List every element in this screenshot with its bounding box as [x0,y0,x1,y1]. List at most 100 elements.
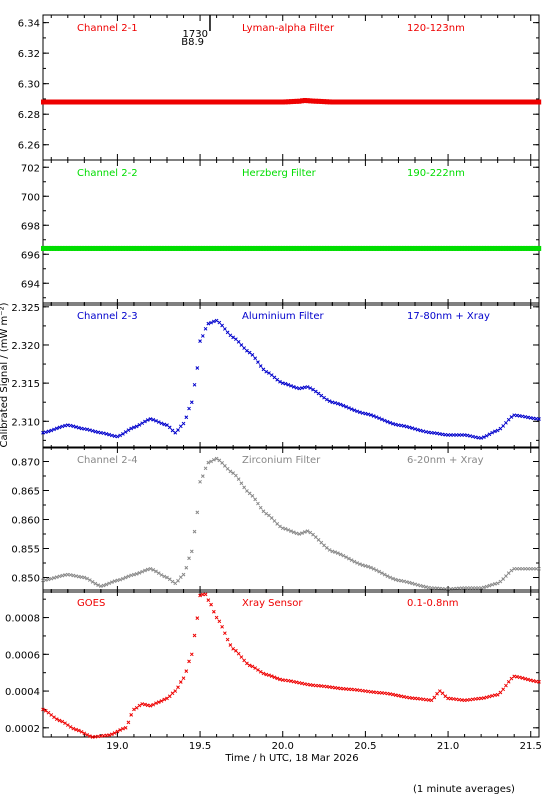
data-point [385,419,390,424]
data-point [517,413,522,418]
data-point [112,579,117,583]
data-point [509,415,514,419]
data-point [410,581,415,586]
data-point [501,424,506,428]
data-point [537,245,542,251]
data-point [165,575,169,580]
data-point [366,564,371,569]
data-point [65,723,70,727]
data-point [162,574,167,579]
data-point [385,691,390,696]
data-point [322,395,326,400]
x-axis-label: Time / h UTC, 18 Mar 2026 [224,753,358,764]
data-point [479,586,483,590]
data-point [217,458,222,463]
data-point [493,582,497,586]
data-point [154,569,158,574]
data-point [338,402,343,407]
data-point [49,428,54,433]
data-point [300,386,304,390]
data-point [206,321,211,326]
filter-label: Herzberg Filter [242,168,317,179]
data-point [360,411,365,415]
band-label: 6-20nm + Xray [407,455,484,466]
data-point [239,655,244,659]
data-point [313,535,318,539]
data-point [322,543,326,548]
x-tick-label: 21.5 [520,741,542,752]
data-point [41,707,45,712]
channel-label: GOES [77,598,105,609]
data-point [52,427,56,432]
data-point [374,568,379,573]
data-point [275,522,280,526]
data-point [159,573,164,577]
data-point [178,680,183,684]
data-point [167,577,172,582]
data-point [272,375,277,380]
data-point [253,356,258,361]
data-point [74,727,78,732]
data-point [316,537,321,542]
data-point [393,693,398,697]
data-point [85,427,89,432]
data-point [68,423,73,428]
data-point [355,561,359,565]
data-point [145,703,150,708]
flare-class-label: B8.9 [181,37,204,48]
data-point [482,585,486,590]
data-point [63,721,67,726]
data-point [278,524,282,529]
data-point [517,566,522,571]
data-point [220,323,224,328]
data-point [402,579,406,584]
data-point [170,428,175,433]
data-point [341,686,346,691]
data-point [344,555,348,560]
data-point [76,425,81,430]
data-point [140,702,145,706]
data-point [181,421,186,426]
data-point [57,425,62,430]
data-point [275,676,280,681]
data-point [143,419,147,424]
filter-label: Lyman-alpha Filter [242,23,335,34]
data-point [162,697,167,702]
data-point [534,679,539,684]
data-point [159,699,164,703]
data-point [228,643,233,647]
data-point [526,677,530,682]
plot-frame [42,302,540,449]
data-point [41,578,45,583]
data-point [148,417,153,421]
data-point [476,586,481,590]
data-point [96,430,100,435]
data-point [267,673,271,678]
data-point [264,672,269,677]
data-point [46,577,51,582]
data-point [49,576,54,581]
data-point [537,566,541,571]
data-point [512,413,517,418]
data-point [264,369,269,374]
y-tick-label: 2.315 [11,379,40,390]
data-point [344,404,348,409]
data-point [159,421,164,426]
data-point [261,509,266,514]
data-point [399,694,404,699]
data-point [352,687,357,692]
data-point [294,680,299,685]
data-point [132,572,136,577]
data-point [396,578,401,583]
data-point [214,318,219,323]
data-point [123,575,128,580]
panels: 6.26 6.28 6.30 6.32 6.34 Channel 2-1 Lyman-alp… [5,14,542,752]
data-point [319,684,324,688]
data-point [239,343,244,347]
data-point [87,428,92,432]
data-point [504,574,508,578]
data-point [137,571,142,575]
data-point [148,703,153,708]
data-point [311,387,315,392]
data-point [43,708,48,713]
